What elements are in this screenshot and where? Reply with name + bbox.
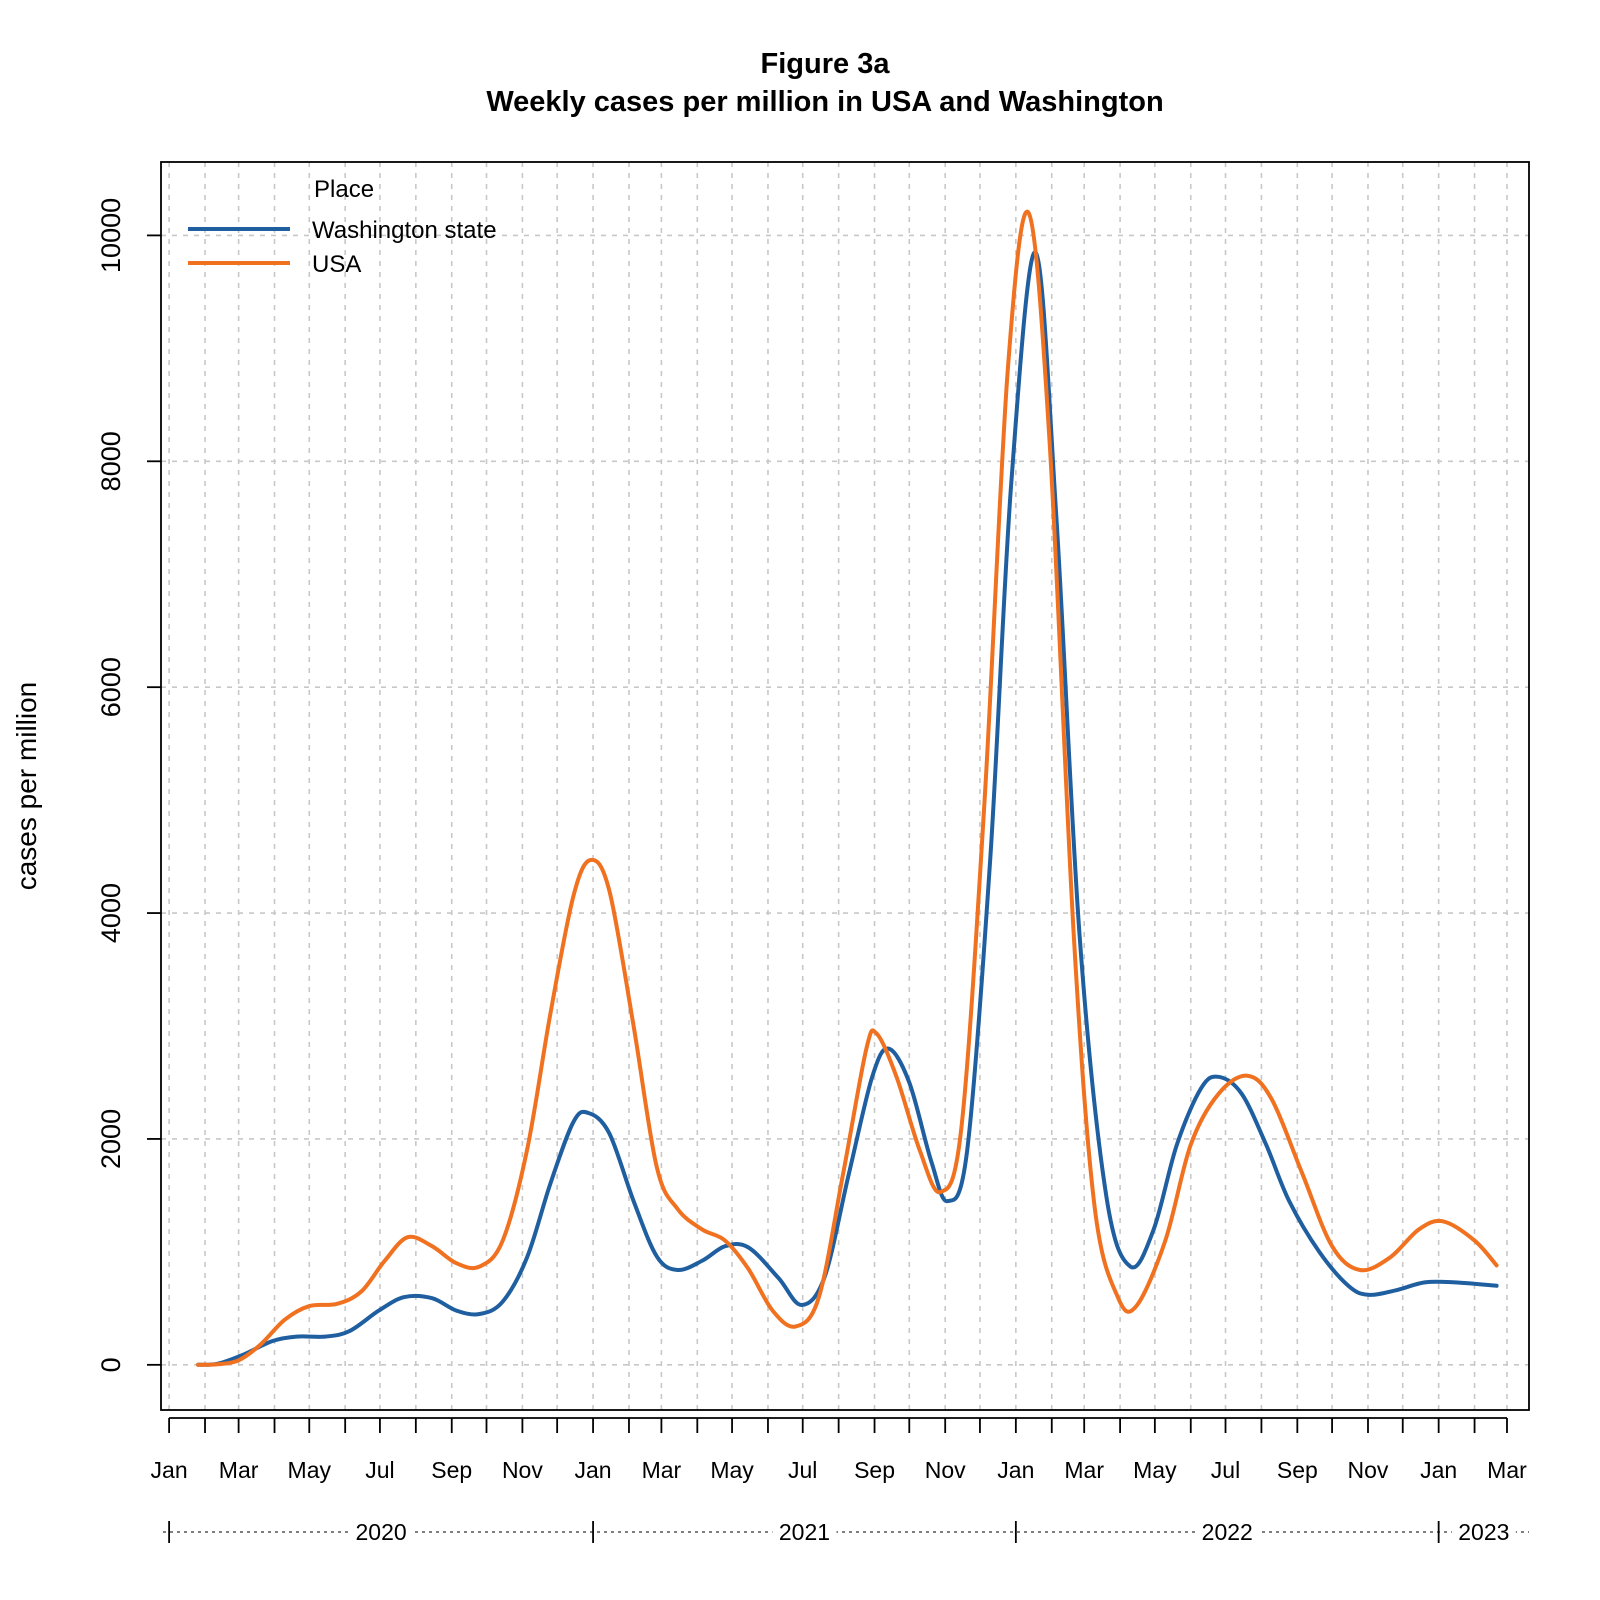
x-tick-label: Sep [854, 1457, 895, 1483]
x-tick-label: Sep [431, 1457, 472, 1483]
legend-label-washington: Washington state [312, 217, 497, 244]
y-tick-label: 2000 [96, 1109, 126, 1169]
year-label: 2023 [1458, 1519, 1509, 1545]
x-tick-label: May [288, 1457, 332, 1483]
year-label: 2020 [355, 1519, 406, 1545]
x-tick-label: Jul [365, 1457, 394, 1483]
series-line-usa [196, 209, 1499, 1367]
x-tick-label: Nov [925, 1457, 966, 1483]
x-tick-label: Jan [997, 1457, 1034, 1483]
year-label: 2021 [779, 1519, 830, 1545]
y-axis-label: cases per million [11, 682, 42, 891]
x-tick-label: Sep [1277, 1457, 1318, 1483]
plot-frame [160, 161, 1530, 1411]
y-tick-label: 6000 [96, 657, 126, 717]
y-tick-label: 8000 [96, 431, 126, 491]
x-axis: Jan Mar May Jul Sep Nov Jan Mar May Jul Sep Nov Jan M… [151, 1417, 1527, 1483]
year-label-bg [1195, 1518, 1260, 1546]
y-axis: 0 2000 4000 6000 8000 10000 [96, 198, 161, 1372]
series-line-washington [196, 250, 1499, 1367]
series-lines [196, 209, 1499, 1367]
x-tick-label: Nov [1348, 1457, 1389, 1483]
y-tick-label: 10000 [96, 198, 126, 273]
x-tick-label: Jul [1211, 1457, 1240, 1483]
x-tick-label: May [1133, 1457, 1177, 1483]
year-label: 2022 [1202, 1519, 1253, 1545]
x-tick-label: Mar [219, 1457, 259, 1483]
x-tick-label: Nov [502, 1457, 543, 1483]
year-axis: 2020 2021 2022 2023 [163, 1518, 1529, 1546]
legend-label-usa: USA [312, 251, 361, 278]
x-tick-label: Mar [642, 1457, 682, 1483]
x-tick-label: Mar [1064, 1457, 1104, 1483]
y-tick-label: 0 [96, 1357, 126, 1372]
x-tick-label: Jul [788, 1457, 817, 1483]
grid [161, 162, 1529, 1410]
year-label-bg [772, 1518, 837, 1546]
legend: Place Washington state USA [188, 176, 497, 278]
x-tick-label: Jan [151, 1457, 188, 1483]
y-tick-label: 4000 [96, 883, 126, 943]
x-tick-label: Jan [575, 1457, 612, 1483]
x-tick-label: Mar [1487, 1457, 1527, 1483]
legend-title: Place [314, 176, 374, 203]
year-label-bg [1451, 1518, 1516, 1546]
x-tick-label: Jan [1420, 1457, 1457, 1483]
chart-title: Figure 3a [761, 48, 891, 80]
chart-subtitle: Weekly cases per million in USA and Wash… [486, 86, 1163, 118]
x-tick-label: May [710, 1457, 754, 1483]
year-label-bg [349, 1518, 414, 1546]
